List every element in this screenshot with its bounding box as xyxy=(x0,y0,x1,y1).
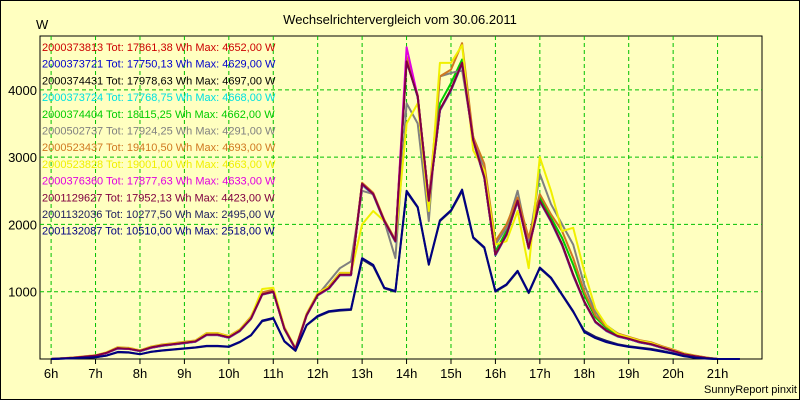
legend-entry-2000523437: 2000523437 Tot: 19410,50 Wh Max: 4693,00… xyxy=(42,142,276,154)
series-line-2001132087 xyxy=(51,188,740,360)
y-tick-label: 2000 xyxy=(8,217,37,232)
footer-credit: SunnyReport pinxit xyxy=(704,384,797,396)
legend-entry-2000373721: 2000373721 Tot: 17750,13 Wh Max: 4629,00… xyxy=(42,59,276,71)
x-tick-label: 13h xyxy=(351,366,373,381)
y-tick-label: 4000 xyxy=(8,83,37,98)
legend-entry-2000374431: 2000374431 Tot: 17978,63 Wh Max: 4697,00… xyxy=(42,75,276,87)
x-tick-label: 16h xyxy=(485,366,507,381)
x-tick-label: 14h xyxy=(396,366,418,381)
y-tick-label: 3000 xyxy=(8,150,37,165)
x-tick-label: 8h xyxy=(133,366,147,381)
x-tick-label: 18h xyxy=(573,366,595,381)
x-tick-label: 11h xyxy=(263,366,284,381)
x-tick-label: 10h xyxy=(218,366,240,381)
series-line-2001129627 xyxy=(51,60,740,360)
legend-entry-2000373724: 2000373724 Tot: 17768,75 Wh Max: 4668,00… xyxy=(42,92,276,104)
y-axis-unit: W xyxy=(36,17,49,32)
legend-entry-2000374404: 2000374404 Tot: 18115,25 Wh Max: 4662,00… xyxy=(42,109,275,121)
legend-entry-2000373813: 2000373813 Tot: 17861,38 Wh Max: 4652,00… xyxy=(42,42,276,54)
x-tick-label: 6h xyxy=(44,366,58,381)
x-tick-label: 19h xyxy=(618,366,640,381)
y-tick-label: 1000 xyxy=(8,285,37,300)
axis-ticks: 1000 2000 3000 4000 6h 7h 8h 9h 10h 11h 12h 13h 14h 1… xyxy=(8,83,728,381)
legend-entry-2000523828: 2000523828 Tot: 19001,00 Wh Max: 4663,00… xyxy=(42,159,276,171)
x-tick-label: 7h xyxy=(88,366,102,381)
series-lines xyxy=(51,42,740,360)
legend: 2000373813 Tot: 17861,38 Wh Max: 4652,00… xyxy=(42,42,276,238)
x-tick-label: 20h xyxy=(662,366,684,381)
legend-entry-2000376360: 2000376360 Tot: 17877,63 Wh Max: 4633,00… xyxy=(42,176,276,188)
x-tick-label: 15h xyxy=(440,366,462,381)
legend-entry-2001129627: 2001129627 Tot: 17952,13 Wh Max: 4423,00… xyxy=(42,192,275,204)
x-tick-label: 9h xyxy=(177,366,191,381)
chart-title: Wechselrichtervergleich vom 30.06.2011 xyxy=(283,12,517,27)
legend-entry-2000502737: 2000502737 Tot: 17924,25 Wh Max: 4291,00… xyxy=(42,126,276,138)
legend-entry-2001132087: 2001132087 Tot: 10510,00 Wh Max: 2518,00… xyxy=(42,226,275,238)
legend-entry-2001132036: 2001132036 Tot: 10277,50 Wh Max: 2495,00… xyxy=(42,209,275,221)
x-tick-label: 17h xyxy=(529,366,551,381)
x-tick-label: 21h xyxy=(707,366,729,381)
x-tick-label: 12h xyxy=(307,366,329,381)
